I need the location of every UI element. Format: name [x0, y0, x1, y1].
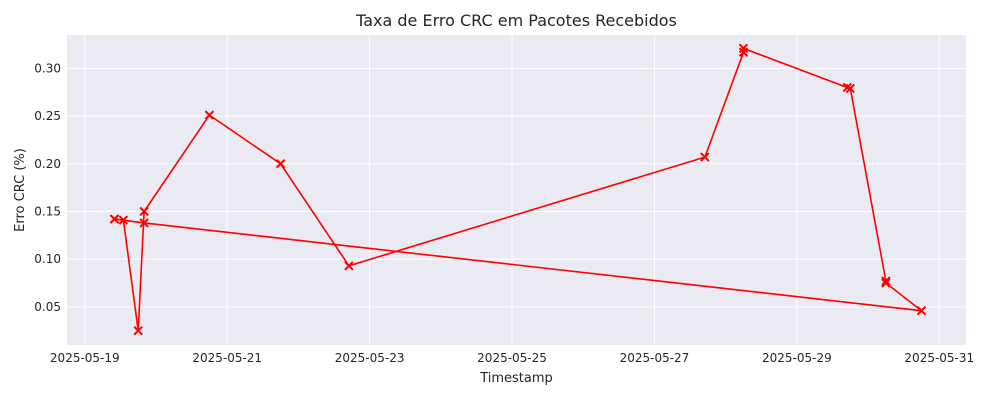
tick-labels: 2025-05-19 2025-05-21 2025-05-23 2025-05-25…	[34, 61, 974, 365]
x-tick-label: 2025-05-29	[762, 351, 832, 365]
data-point-marker	[916, 305, 927, 316]
data-point-marker	[133, 325, 143, 336]
x-tick-label: 2025-05-21	[192, 351, 262, 365]
data-point-marker	[109, 214, 120, 224]
y-tick-label: 0.10	[34, 252, 61, 266]
data-point-marker	[139, 206, 149, 217]
x-axis-label: Timestamp	[479, 371, 553, 386]
data-point-marker	[344, 261, 354, 271]
data-point-marker	[118, 215, 129, 225]
y-tick-label: 0.15	[34, 204, 61, 218]
y-axis-label: Erro CRC (%)	[13, 148, 28, 232]
y-tick-label: 0.20	[34, 157, 61, 171]
x-tick-label: 2025-05-19	[50, 351, 120, 365]
plot-area	[67, 35, 966, 345]
chart-title: Taxa de Erro CRC em Pacotes Recebidos	[355, 11, 677, 30]
y-tick-label: 0.30	[34, 61, 61, 75]
y-tick-label: 0.05	[34, 300, 61, 314]
data-point-marker	[881, 278, 891, 288]
data-point-marker	[738, 47, 749, 57]
data-point-marker	[139, 218, 149, 228]
grid	[67, 35, 966, 345]
data-point-marker	[700, 152, 710, 162]
data-point-marker	[845, 83, 855, 94]
x-tick-label: 2025-05-25	[477, 351, 547, 365]
data-point-marker	[738, 43, 749, 54]
data-point-marker	[881, 276, 891, 286]
series-layer	[109, 43, 927, 336]
x-tick-label: 2025-05-27	[620, 351, 690, 365]
x-tick-label: 2025-05-31	[904, 351, 974, 365]
data-point-marker	[204, 110, 215, 120]
y-tick-label: 0.25	[34, 109, 61, 123]
x-tick-label: 2025-05-23	[335, 351, 405, 365]
data-point-marker	[275, 159, 286, 169]
